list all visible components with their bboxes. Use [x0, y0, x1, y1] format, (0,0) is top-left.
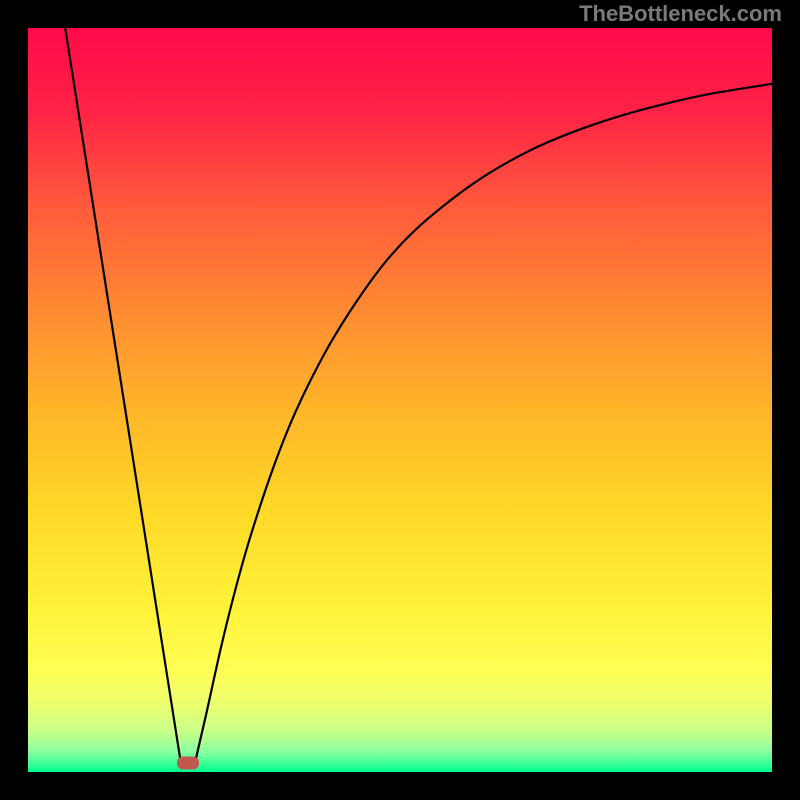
bottleneck-chart: TheBottleneck.com: [0, 0, 800, 800]
watermark-text: TheBottleneck.com: [579, 1, 782, 27]
chart-frame: [0, 0, 800, 800]
